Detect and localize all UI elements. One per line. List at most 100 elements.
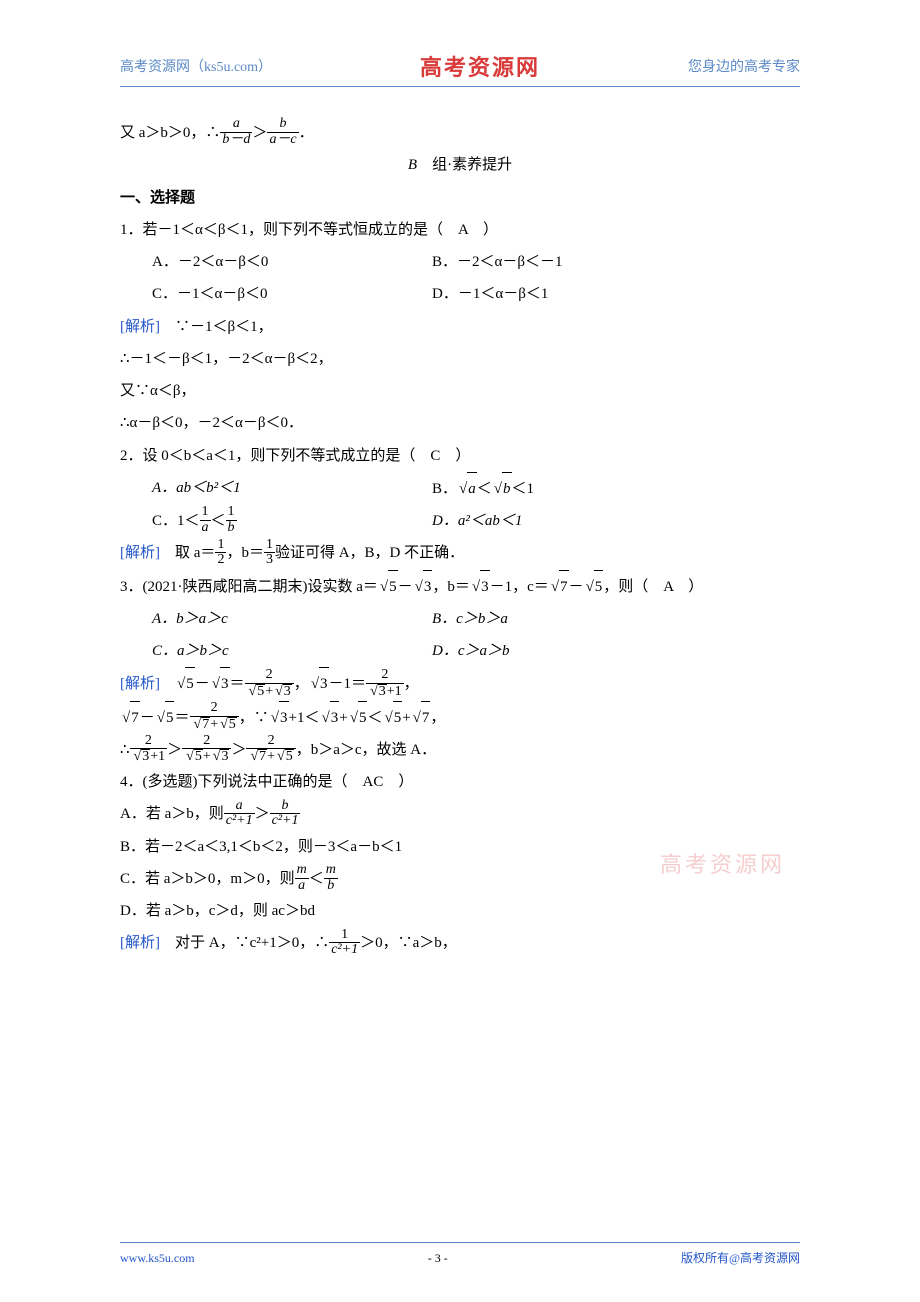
q4-opt-c: C．若 a＞b＞0，m＞0，则ma＜mb [120,863,800,895]
sqrt-icon: 3 [269,701,289,734]
q3-pre: 3．(2021·陕西咸阳高二期末)设实数 a＝ [120,579,378,595]
sqrt-icon: 7 [549,570,569,603]
footer-copyright: 版权所有@高考资源网 [681,1249,800,1266]
sqrt-icon: 3 [273,684,292,700]
q2-b-rb: b [502,472,512,505]
sqrt-icon: 3 [470,570,490,603]
q3-l1b-frac: 23+1 [366,668,404,699]
intro-frac1-num: a [220,117,252,132]
q1-opt-d: D．－1＜α－β＜1 [432,278,800,310]
q1-a3: 又∵α＜β， [120,375,800,407]
analysis-label: [解析] [120,935,160,951]
q1-a4: ∴α－β＜0，－2＜α－β＜0． [120,407,800,439]
header-logo: 高考资源网 [420,50,540,82]
page: 高考资源网（ks5u.com） 高考资源网 您身边的高考专家 又 a＞b＞0，∴… [0,0,920,1302]
q3-opt-a: A．b＞a＞c [152,603,432,635]
sqrt-icon: 7 [248,749,267,765]
intro-text: 又 a＞b＞0，∴ [120,125,220,141]
footer-url: www.ks5u.com [120,1251,195,1266]
q2-an-d2: 3 [264,552,275,568]
q3-l3-f3: 27+5 [246,734,295,765]
q3-l1c: ， [294,676,309,692]
sqrt-icon: 3 [320,701,340,734]
q2-an-d1: 2 [215,552,226,568]
q4-opt-a: A．若 a＞b，则ac²+1＞bc²+1 [120,798,800,830]
header-right-text: 您身边的高考专家 [688,56,800,76]
q4-opt-d: D．若 a＞b，c＞d，则 ac＞bd [120,895,800,927]
q4-c-f1: ma [295,863,309,893]
q2-an-n2: 1 [264,538,275,553]
section-b-cn: 组·素养提升 [432,157,512,173]
q3-l2-frac: 27+5 [190,701,239,732]
section-b-title: B 组·素养提升 [120,149,800,181]
page-footer: www.ks5u.com - 3 - 版权所有@高考资源网 [120,1242,800,1266]
q3-s3a: 3 [423,570,433,603]
q3-s5a: 5 [388,570,398,603]
q2-b-pre: B． [432,481,457,497]
q1-opt-a: A．－2＜α－β＜0 [152,246,432,278]
q2-an-pre: 取 a＝ [175,545,215,561]
sqrt-icon: 5 [275,749,294,765]
q2-an-post: 验证可得 A，B，D 不正确． [275,545,464,561]
q1-row-ab: A．－2＜α－β＜0 B．－2＜α－β＜－1 [120,246,800,278]
sqrt-icon: 5 [584,570,604,603]
q3-post: ，则（ A ） [603,579,703,595]
q3-l1bm1: －1＝ [329,676,367,692]
q3-s5b: 5 [594,570,604,603]
q1-stem: 1．若－1＜α＜β＜1，则下列不等式恒成立的是（ A ） [120,214,800,246]
sqrt-icon: 5 [218,717,237,733]
q4-a-f1: ac²+1 [224,799,255,829]
intro-gt: ＞ [252,125,267,141]
q3-l3-f1: 23+1 [130,734,168,765]
q2-c-pre: C．1＜ [152,513,200,529]
header-left-text: 高考资源网（ks5u.com） [120,56,272,76]
sqrt-icon: 7 [411,701,431,734]
q2-b-lt1: ＜ [477,481,492,497]
q2-opt-d: D．a²＜ab＜1 [432,505,800,537]
q2-b-ra: a [467,472,477,505]
q3-stem: 3．(2021·陕西咸阳高二期末)设实数 a＝5－3，b＝3－1，c＝7－5，则… [120,570,800,603]
q2-c-d2: b [226,520,237,536]
q1-analysis-1: [解析] ∵－1＜β＜1， [120,311,800,343]
sqrt-icon: 3 [132,749,151,765]
sqrt-icon: 5 [155,701,175,734]
q2-analysis: [解析] 取 a＝12，b＝13验证可得 A，B，D 不正确． [120,537,800,569]
q2-d-text: D．a²＜ab＜1 [432,513,522,529]
q3-l1bd: 3+1 [366,683,404,700]
intro-frac2-den: a－c [267,132,298,148]
q2-c-lt: ＜ [211,513,226,529]
q2-c-frac2: 1b [226,505,237,535]
q4-stem: 4．(多选题)下列说法中正确的是（ AC ） [120,766,800,798]
q2-stem: 2．设 0＜b＜a＜1，则下列不等式成立的是（ C ） [120,440,800,472]
q3-l1n: 2 [245,668,294,683]
intro-line: 又 a＞b＞0，∴ab－d＞ba－c． [120,117,800,149]
q4-an-frac: 1c²+1 [329,928,360,958]
intro-frac1-den: b－d [220,132,252,148]
q2-opt-c: C．1＜1a＜1b [152,505,432,537]
q3-l1-frac: 25+3 [245,668,294,699]
q2-c-frac1: 1a [200,505,211,535]
q3-l1d: 5+3 [245,683,294,700]
sqrt-icon: 5 [175,667,195,700]
q2-an-mid: ，b＝ [226,545,264,561]
q4-c-f2: mb [324,863,338,893]
q2-opt-a: A．ab＜b²＜1 [152,472,432,505]
sqrt-icon: 5 [382,701,402,734]
q3-mid2: －1，c＝ [490,579,549,595]
footer-row: www.ks5u.com - 3 - 版权所有@高考资源网 [120,1249,800,1266]
q2-an-frac2: 13 [264,538,275,568]
q4-opt-b: B．若－2＜a＜3,1＜b＜2，则－3＜a－b＜1 [120,831,800,863]
q2-c-n1: 1 [200,505,211,520]
q3-l1s3: 3 [220,667,230,700]
q2-c-d1: a [200,520,211,536]
choice-heading: 一、选择题 [120,182,800,214]
sqrt-icon: 3 [210,667,230,700]
sqrt-icon: 7 [192,717,211,733]
logo-text: 高考资源网 [420,55,540,80]
sqrt-icon: 3 [211,749,230,765]
q2-b-lt2: ＜1 [512,481,535,497]
q4-analysis: [解析] 对于 A，∵c²+1＞0，∴1c²+1＞0，∵a＞b， [120,927,800,959]
q3-l1bc: ， [404,676,419,692]
analysis-label: [解析] [120,319,160,335]
q3-row-ab: A．b＞a＞c B．c＞b＞a [120,603,800,635]
